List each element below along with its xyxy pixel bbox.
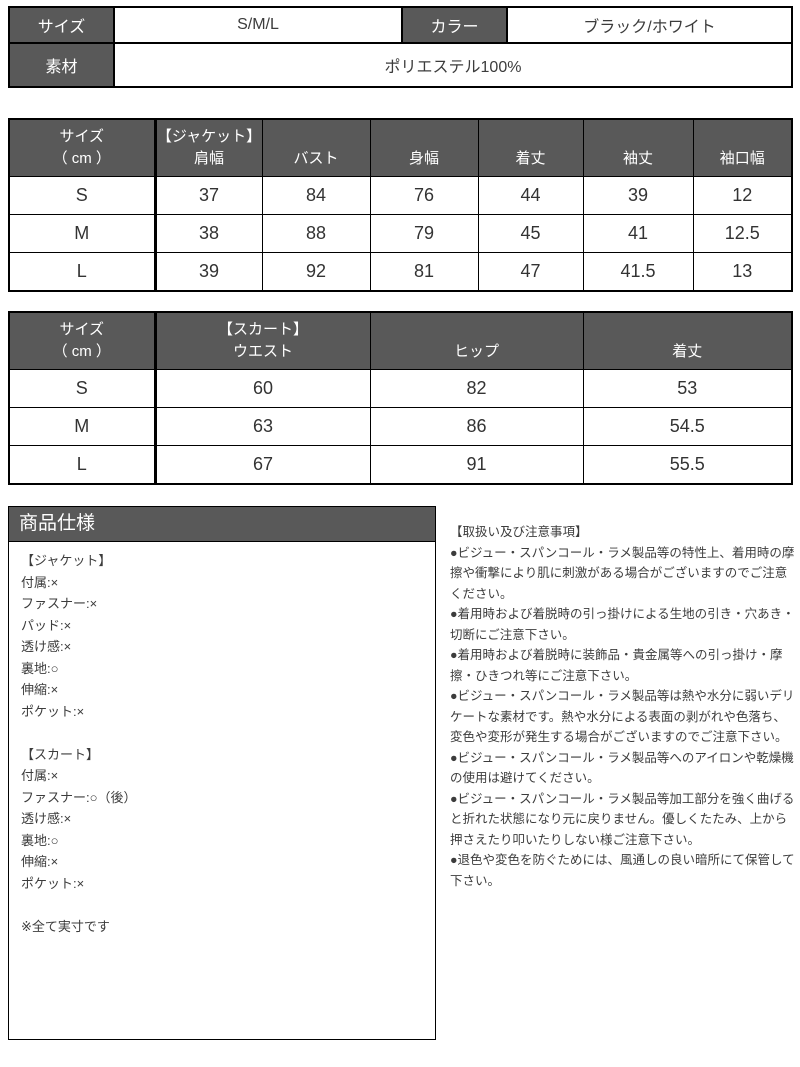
measurement-cell: 86 (369, 407, 584, 446)
jacket-col-bust: バスト (261, 118, 371, 177)
spec-line: ファスナー:○（後） (21, 789, 137, 805)
spec-content: 【ジャケット】 付属:× ファスナー:× パッド:× 透け感:× 裏地:○ 伸縮:× ポケット… (9, 542, 435, 945)
handling-note-item: ●ビジュー・スパンコール・ラメ製品等は熱や水分に弱いデリケートな素材です。熱や水… (450, 689, 795, 744)
measurement-cell: 55.5 (582, 445, 793, 485)
color-label: カラー (401, 6, 508, 44)
measurement-cell: 82 (369, 369, 584, 408)
spec-line: パッド:× (21, 617, 72, 633)
spec-line: 伸縮:× (21, 682, 59, 697)
size-value: S/M/L (113, 6, 403, 44)
measurement-cell: 67 (153, 445, 371, 485)
measurement-cell: 88 (261, 214, 371, 253)
measurement-cell: 12 (692, 176, 793, 215)
spec-section-heading: 【ジャケット】 (21, 553, 112, 568)
row-size-label: M (8, 214, 156, 253)
measurement-cell: 45 (477, 214, 584, 253)
jacket-col-sleeve: 袖丈 (582, 118, 694, 177)
spec-line: 伸縮:× (21, 854, 59, 869)
material-label: 素材 (8, 42, 115, 88)
measurement-cell: 44 (477, 176, 584, 215)
spec-line: 透け感:× (21, 639, 72, 654)
row-size-label: S (8, 176, 156, 215)
row-size-label: M (8, 407, 156, 446)
spec-line: 透け感:× (21, 811, 72, 826)
table-row: S 60 82 53 (8, 369, 793, 408)
handling-notes: 【取扱い及び注意事項】 ●ビジュー・スパンコール・ラメ製品等の特性上、着用時の摩… (450, 522, 796, 891)
measurement-cell: 41 (582, 214, 694, 253)
jacket-size-table: サイズ （ cm ） 【ジャケット】 肩幅 バスト 身幅 着丈 袖丈 袖口幅 S… (8, 118, 793, 292)
handling-note-item: ●着用時および着脱時に装飾品・貴金属等への引っ掛け・摩擦・ひきつれ等にご注意下さ… (450, 648, 783, 683)
jacket-col-length: 着丈 (477, 118, 584, 177)
spec-box-title: 商品仕様 (9, 507, 435, 542)
measurement-cell: 60 (153, 369, 371, 408)
spec-line: ポケット:× (21, 703, 85, 719)
skirt-header-row: サイズ （ cm ） 【スカート】 ウエスト ヒップ 着丈 (8, 311, 793, 370)
measurement-cell: 39 (582, 176, 694, 215)
color-value: ブラック/ホワイト (506, 6, 793, 44)
spec-footnote: ※全て実寸です (21, 918, 110, 934)
measurement-cell: 37 (153, 176, 263, 215)
row-size-label: L (8, 252, 156, 292)
spec-line: ファスナー:× (21, 596, 98, 611)
handling-notes-heading: 【取扱い及び注意事項】 (450, 525, 588, 539)
measurement-cell: 84 (261, 176, 371, 215)
row-size-label: S (8, 369, 156, 408)
skirt-col-hip: ヒップ (369, 311, 584, 370)
jacket-header-row: サイズ （ cm ） 【ジャケット】 肩幅 バスト 身幅 着丈 袖丈 袖口幅 (8, 118, 793, 177)
skirt-col-size: サイズ （ cm ） (8, 311, 156, 370)
jacket-col-bodywidth: 身幅 (369, 118, 479, 177)
spec-section-heading: 【スカート】 (21, 746, 100, 762)
handling-note-item: ●着用時および着脱時の引っ掛けによる生地の引き・穴あき・切断にご注意下さい。 (450, 607, 795, 642)
skirt-col-length: 着丈 (582, 311, 793, 370)
measurement-cell: 76 (369, 176, 479, 215)
skirt-size-table: サイズ （ cm ） 【スカート】 ウエスト ヒップ 着丈 S 60 82 53 M 63… (8, 311, 793, 485)
info-row-size-color: サイズ S/M/L カラー ブラック/ホワイト (8, 6, 793, 44)
info-row-material: 素材 ポリエステル100% (8, 42, 793, 88)
product-spec-box: 商品仕様 【ジャケット】 付属:× ファスナー:× パッド:× 透け感:× 裏地:○ 伸縮:… (8, 506, 436, 1040)
jacket-col-shoulder: 【ジャケット】 肩幅 (153, 118, 263, 177)
skirt-col-waist: 【スカート】 ウエスト (153, 311, 371, 370)
measurement-cell: 39 (153, 252, 263, 292)
measurement-cell: 81 (369, 252, 479, 292)
spec-line: ポケット:× (21, 875, 85, 891)
jacket-col-size: サイズ （ cm ） (8, 118, 156, 177)
measurement-cell: 54.5 (582, 407, 793, 446)
table-row: M 63 86 54.5 (8, 407, 793, 446)
measurement-cell: 38 (153, 214, 263, 253)
handling-notes-list: ●ビジュー・スパンコール・ラメ製品等の特性上、着用時の摩擦や衝撃により肌に刺激が… (450, 543, 796, 892)
handling-note-item: ●ビジュー・スパンコール・ラメ製品等の特性上、着用時の摩擦や衝撃により肌に刺激が… (450, 545, 795, 601)
handling-note-item: ●ビジュー・スパンコール・ラメ製品等へのアイロンや乾燥機の使用は避けてください。 (450, 750, 794, 786)
table-row: L 39 92 81 47 41.5 13 (8, 252, 793, 292)
measurement-cell: 47 (477, 252, 584, 292)
spec-line: 裏地:○ (21, 832, 59, 848)
spec-line: 付属:× (21, 574, 59, 590)
size-label: サイズ (8, 6, 115, 44)
jacket-col-cuff: 袖口幅 (692, 118, 793, 177)
measurement-cell: 13 (692, 252, 793, 292)
measurement-cell: 53 (582, 369, 793, 408)
measurement-cell: 91 (369, 445, 584, 485)
material-value: ポリエステル100% (113, 42, 793, 88)
measurement-cell: 92 (261, 252, 371, 292)
measurement-cell: 12.5 (692, 214, 793, 253)
spec-line: 付属:× (21, 768, 59, 783)
product-info-table: サイズ S/M/L カラー ブラック/ホワイト 素材 ポリエステル100% (8, 6, 793, 88)
spec-section: 【スカート】 付属:× ファスナー:○（後） 透け感:× 裏地:○ 伸縮:× ポケット:× (21, 744, 423, 895)
handling-note-item: ●退色や変色を防ぐためには、風通しの良い暗所にて保管して下さい。 (450, 853, 795, 888)
table-row: S 37 84 76 44 39 12 (8, 176, 793, 215)
table-row: L 67 91 55.5 (8, 445, 793, 485)
measurement-cell: 63 (153, 407, 371, 446)
measurement-cell: 41.5 (582, 252, 694, 292)
spec-line: 裏地:○ (21, 660, 59, 676)
spec-section: 【ジャケット】 付属:× ファスナー:× パッド:× 透け感:× 裏地:○ 伸縮:× ポケット… (21, 550, 423, 722)
measurement-cell: 79 (369, 214, 479, 253)
handling-note-item: ●ビジュー・スパンコール・ラメ製品等加工部分を強く曲げると折れた状態になり元に戻… (450, 791, 795, 847)
table-row: M 38 88 79 45 41 12.5 (8, 214, 793, 253)
row-size-label: L (8, 445, 156, 485)
